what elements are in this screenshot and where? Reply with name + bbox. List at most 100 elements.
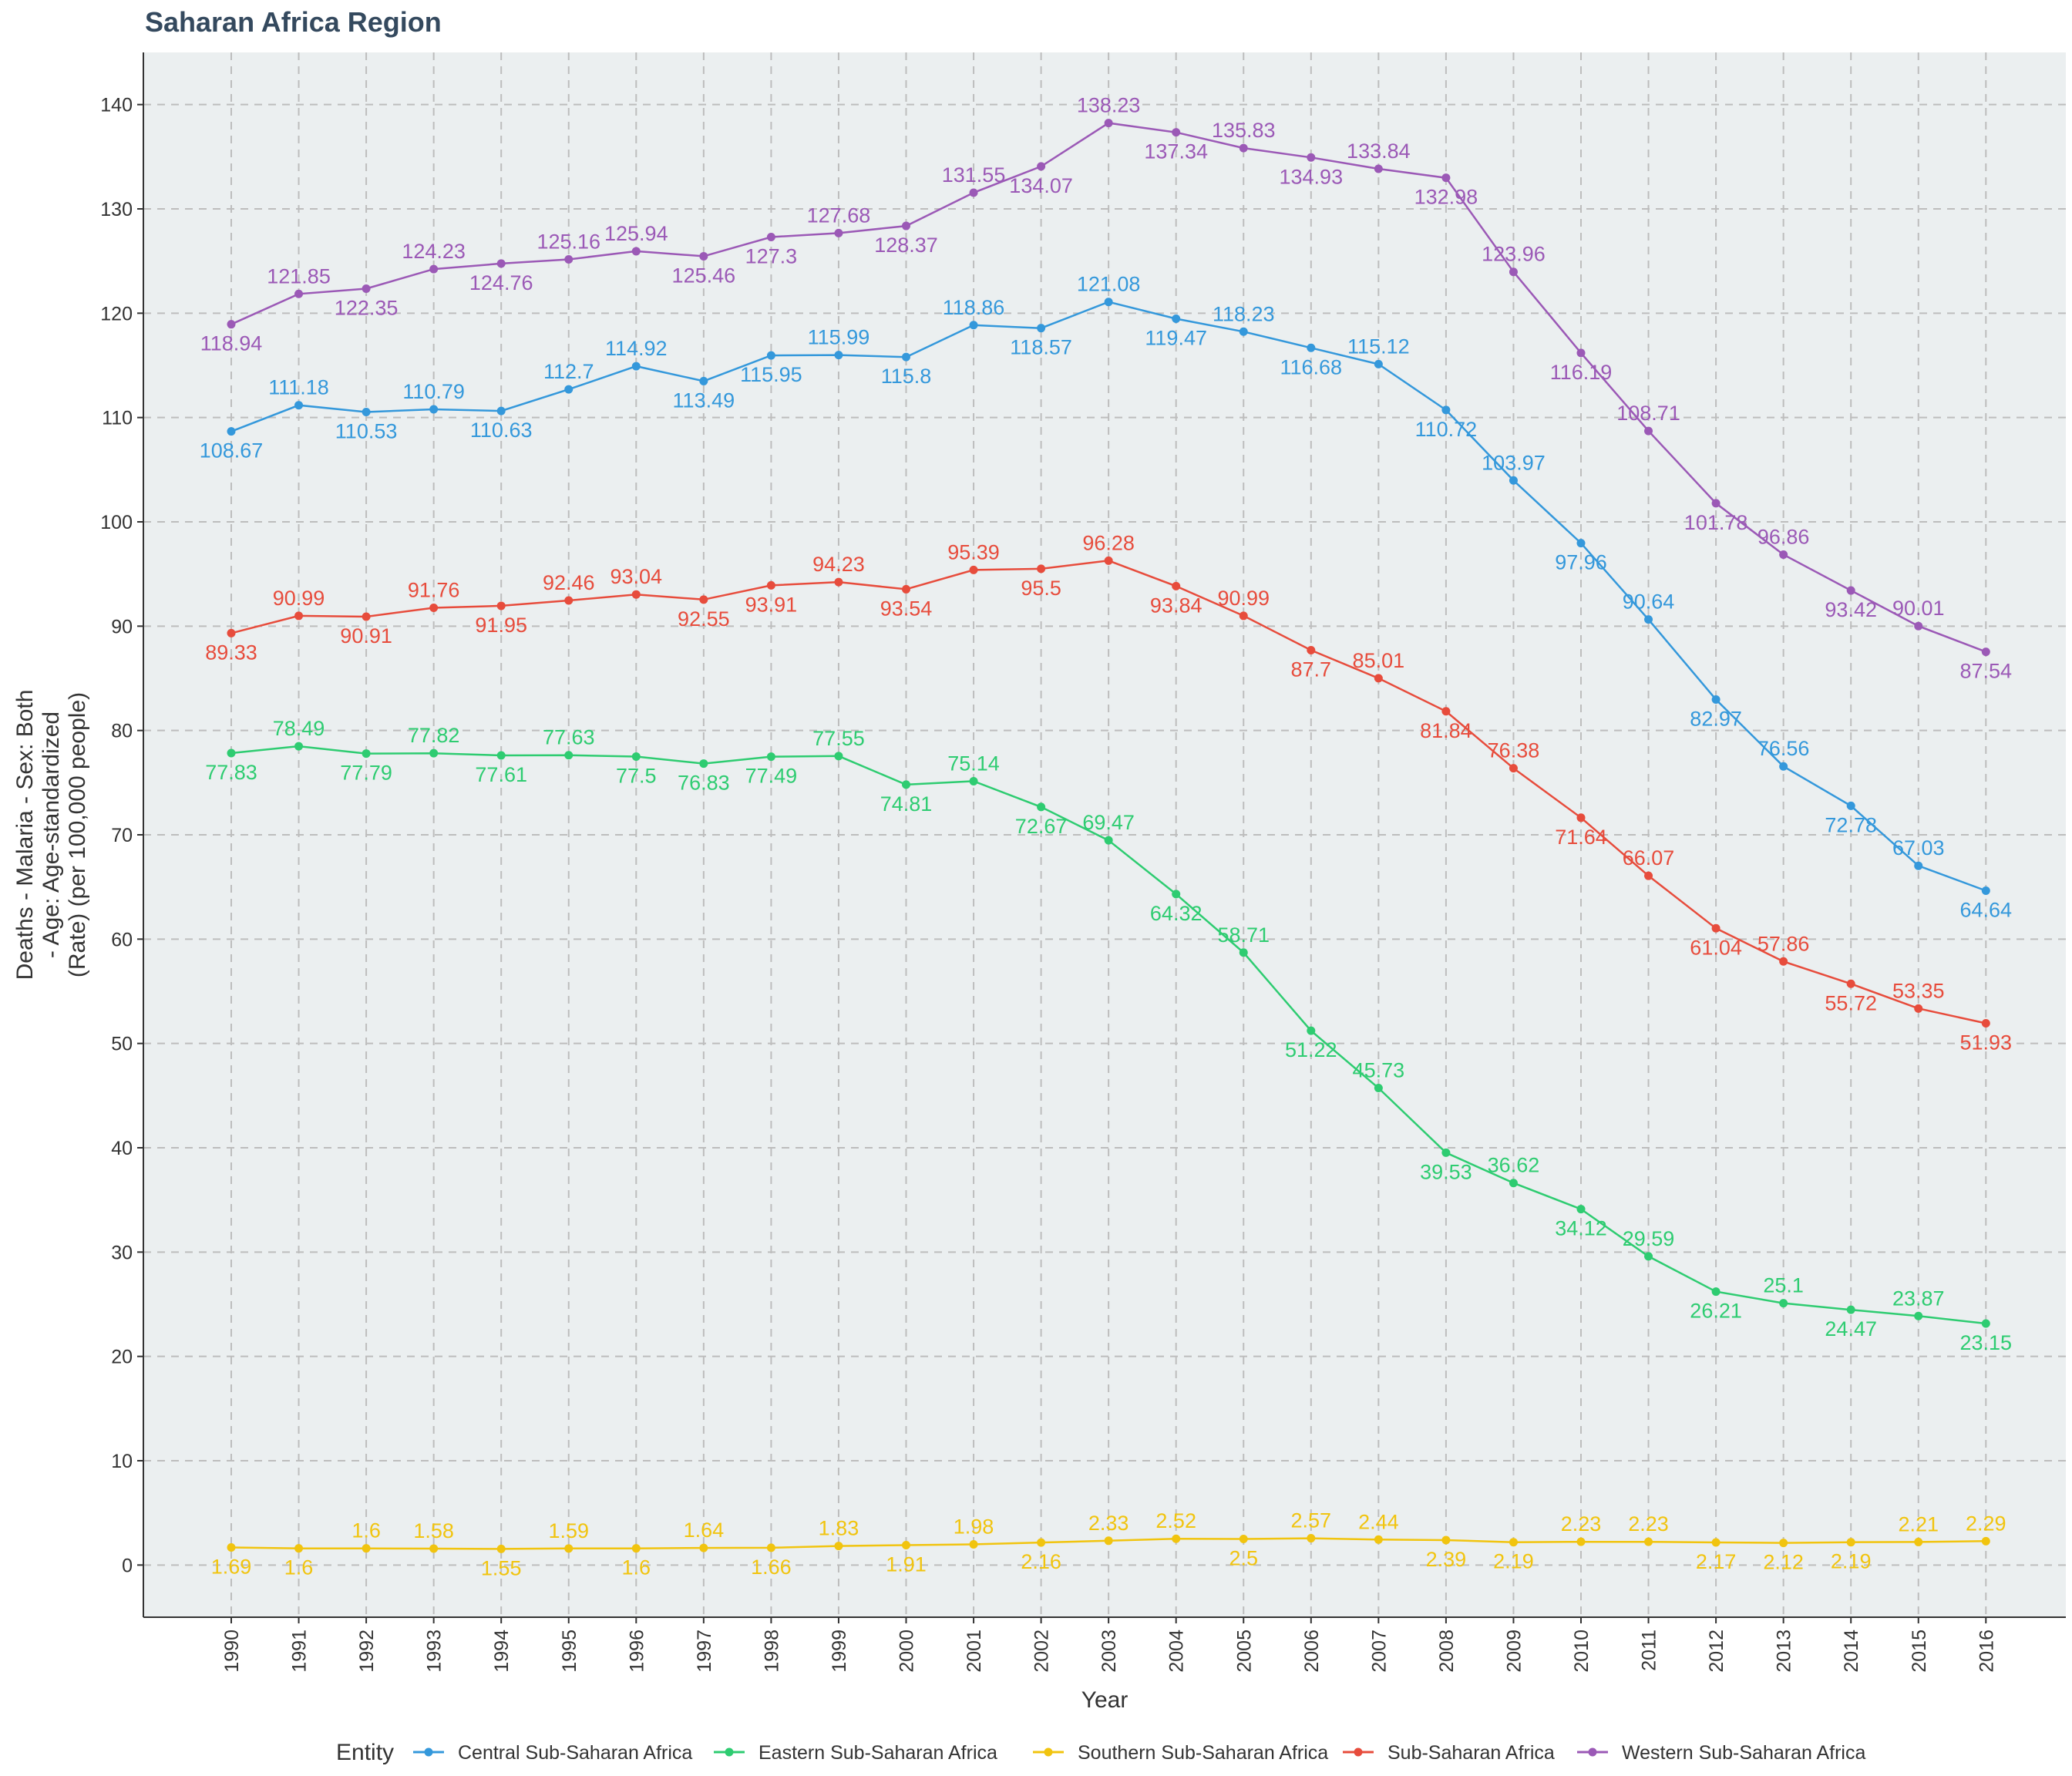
data-label: 127.68 [807,204,871,227]
y-tick-label: 90 [111,616,133,637]
data-point [496,601,506,610]
data-label: 74.81 [880,792,933,816]
data-label: 1.59 [548,1519,589,1542]
data-point [227,628,236,637]
data-label: 90.99 [273,587,325,610]
data-point [362,749,371,758]
data-label: 118.57 [1010,336,1072,359]
data-point [1104,298,1113,307]
data-point [1981,1019,1990,1028]
data-label: 64.64 [1960,899,2013,922]
x-tick-label: 2014 [1841,1630,1862,1673]
data-label: 103.97 [1482,451,1546,474]
data-point [1779,1539,1788,1548]
y-tick-label: 120 [100,303,133,325]
x-tick-label: 2005 [1233,1630,1255,1673]
data-point [1644,615,1653,624]
data-point [699,251,708,261]
data-point [227,1542,236,1552]
y-tick-label: 140 [100,95,133,116]
data-label: 119.47 [1145,327,1207,350]
data-point [1846,801,1855,810]
x-tick-label: 1994 [491,1630,513,1673]
data-label: 2.29 [1966,1512,2006,1535]
y-axis-title: Deaths - Malaria - Sex: Both - Age: Age-… [12,690,90,980]
data-point [766,752,775,762]
data-point [969,321,978,330]
x-tick-label: 1998 [761,1630,782,1673]
x-tick-label: 2008 [1436,1630,1458,1673]
y-tick-label: 130 [100,199,133,220]
data-point [1914,1537,1923,1546]
x-tick-label: 2007 [1368,1630,1390,1673]
data-label: 2.57 [1291,1509,1332,1532]
data-point [1644,1252,1653,1261]
data-point [1779,550,1788,559]
data-point [1509,267,1518,277]
legend-label: Western Sub-Saharan Africa [1622,1742,1865,1764]
data-label: 64.32 [1150,902,1202,925]
data-point [699,1543,708,1552]
data-point [1239,611,1248,621]
data-label: 112.7 [543,360,594,383]
data-label: 89.33 [205,641,257,664]
data-label: 90.01 [1892,597,1945,620]
data-label: 2.23 [1628,1512,1669,1536]
x-tick-label: 2013 [1774,1630,1795,1673]
data-label: 45.73 [1353,1058,1405,1081]
data-label: 77.63 [543,726,595,749]
data-label: 128.37 [874,234,938,257]
data-point [1711,499,1720,508]
data-label: 91.76 [408,579,460,602]
data-label: 95.5 [1021,577,1061,600]
data-label: 115.8 [881,365,932,388]
data-label: 2.12 [1763,1551,1804,1574]
data-label: 23.15 [1960,1331,2013,1354]
data-label: 138.23 [1077,94,1141,117]
x-tick-label: 1993 [424,1630,446,1673]
data-label: 90.91 [340,624,392,648]
data-label: 1.6 [622,1556,651,1579]
data-point [631,590,641,599]
data-point [766,233,775,242]
data-label: 93.84 [1150,594,1202,617]
data-label: 51.22 [1285,1038,1337,1061]
y-tick-label: 70 [111,825,133,846]
y-tick-label: 30 [111,1242,133,1263]
data-point [1914,1311,1923,1320]
data-label: 78.49 [273,717,325,740]
data-point [1914,861,1923,870]
x-tick-label: 2003 [1098,1630,1120,1673]
y-tick-label: 60 [111,929,133,950]
data-label: 2.5 [1229,1547,1258,1570]
data-point [1576,1537,1586,1546]
data-label: 110.53 [335,419,398,442]
data-point [564,385,574,394]
data-label: 1.6 [284,1556,314,1579]
data-label: 75.14 [947,752,1000,775]
data-point [1104,119,1113,128]
data-point [1374,359,1383,368]
data-point [429,748,439,758]
data-point [429,264,439,274]
data-point [1441,1536,1451,1545]
data-point [1441,405,1451,415]
data-label: 23.87 [1892,1287,1945,1310]
x-tick-label: 2000 [896,1630,918,1673]
y-axis-title-line: Deaths - Malaria - Sex: Both [12,690,38,980]
data-label: 1.55 [481,1556,522,1579]
data-point [1576,813,1586,822]
data-point [1846,1538,1855,1547]
data-point [564,751,574,760]
data-point [1441,1148,1451,1157]
data-label: 90.99 [1217,587,1270,610]
data-label: 127.3 [745,245,798,268]
data-point [1239,327,1248,336]
data-point [294,742,304,751]
data-point [766,1543,775,1552]
data-point [1307,645,1316,654]
data-label: 116.19 [1550,361,1613,384]
data-point [1172,128,1181,137]
data-point [1374,1083,1383,1092]
